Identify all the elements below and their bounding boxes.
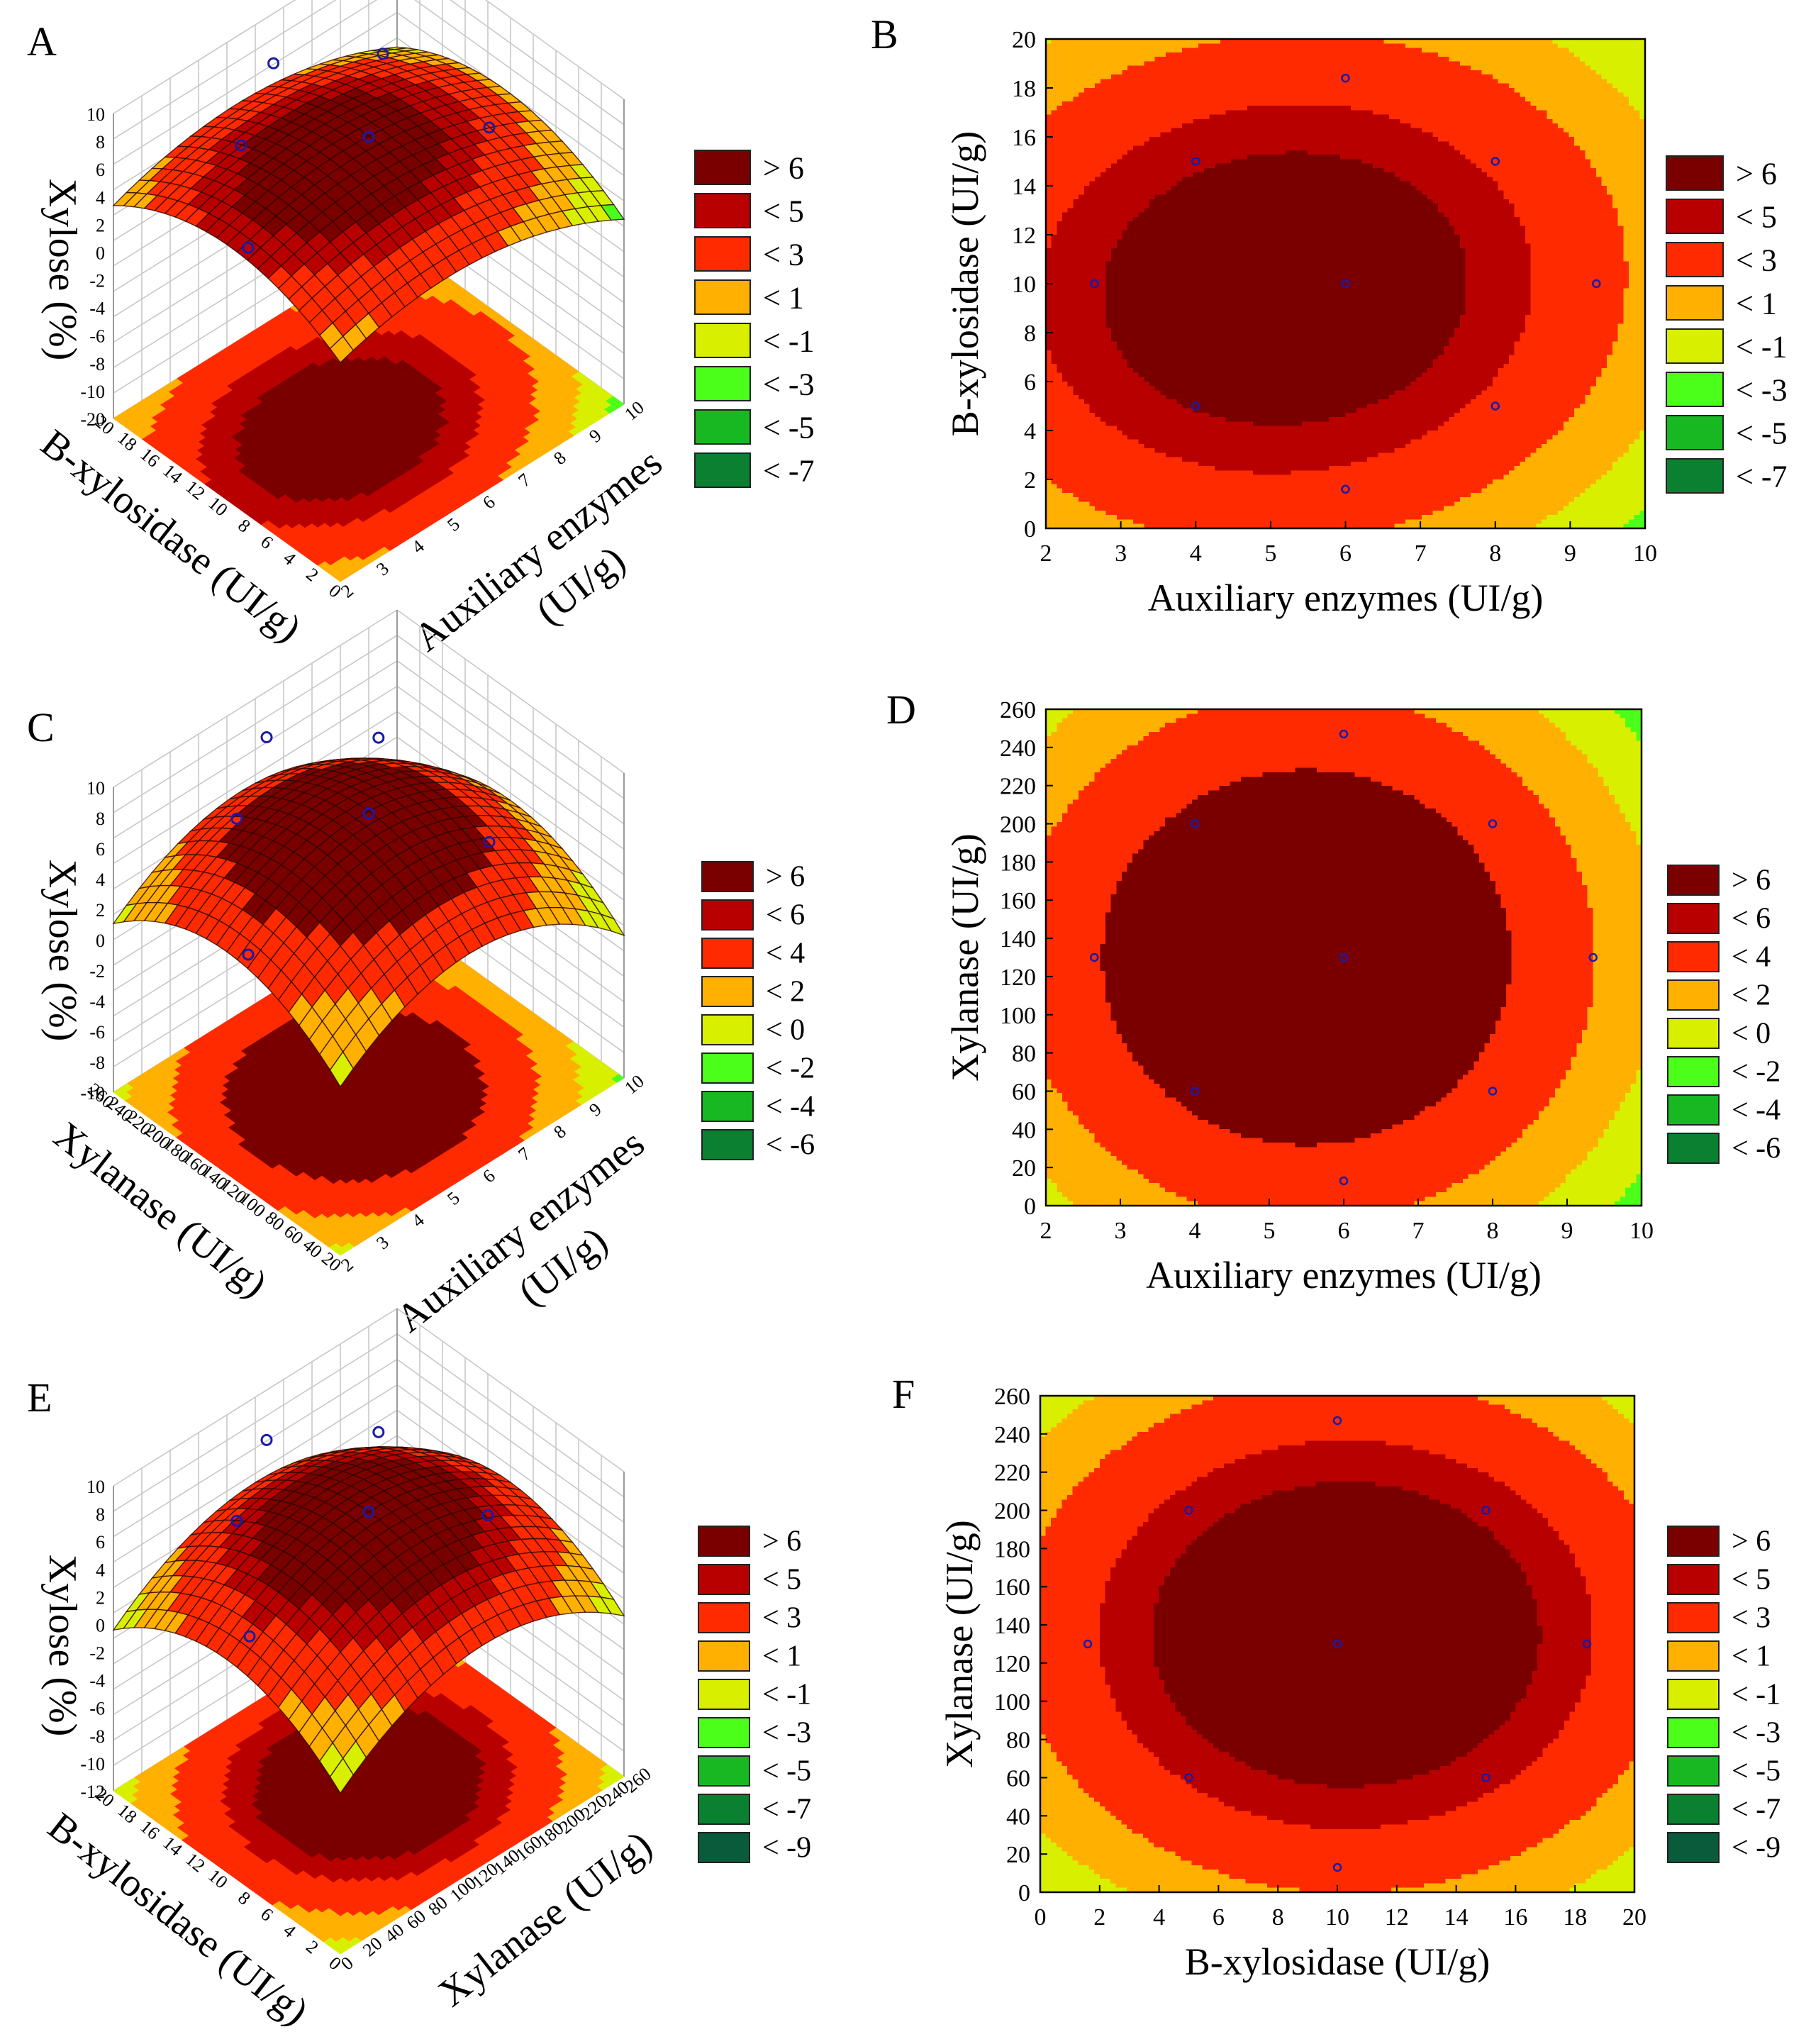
surface-plot-a: 1086420-2-4-6-8-10-202345678910024681012… (27, 0, 670, 660)
figure-canvas: 1086420-2-4-6-8-10-202345678910024681012… (0, 0, 1811, 2044)
